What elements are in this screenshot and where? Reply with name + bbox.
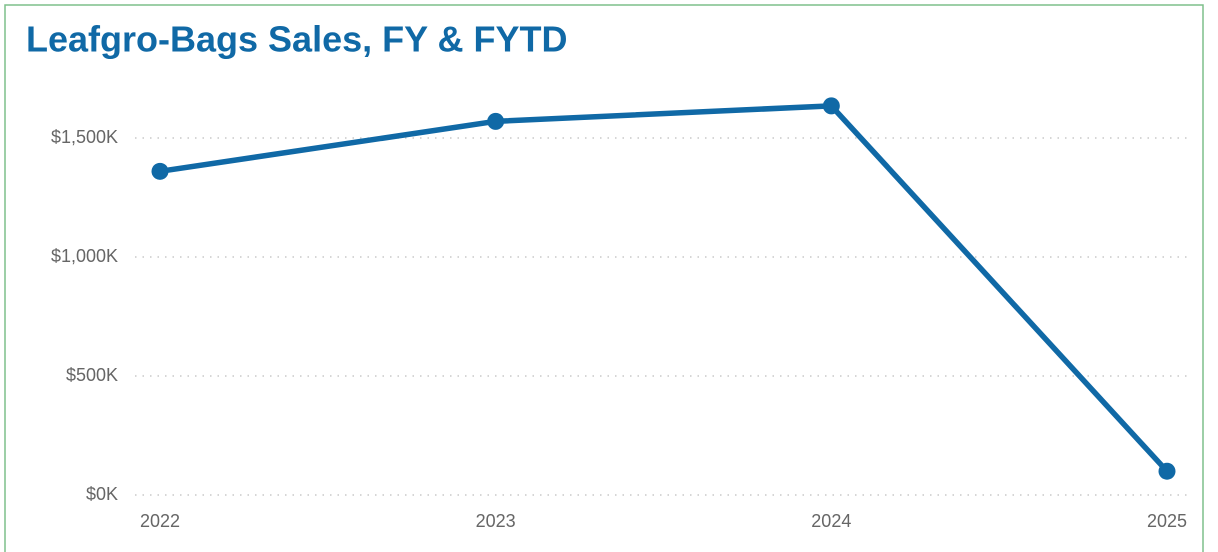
x-tick-label: 2022 [140, 511, 180, 531]
y-tick-label: $1,500K [51, 127, 118, 147]
x-tick-label: 2023 [476, 511, 516, 531]
y-tick-label: $1,000K [51, 246, 118, 266]
y-tick-label: $500K [66, 365, 118, 385]
chart-title: Leafgro-Bags Sales, FY & FYTD [26, 19, 567, 60]
data-point [1158, 462, 1176, 480]
data-point [822, 97, 840, 115]
y-tick-label: $0K [86, 484, 118, 504]
x-tick-label: 2025 [1147, 511, 1187, 531]
series-line [159, 103, 1170, 474]
data-point [487, 112, 505, 130]
x-tick-label: 2024 [811, 511, 851, 531]
data-point [151, 162, 169, 180]
frame [4, 4, 1204, 552]
